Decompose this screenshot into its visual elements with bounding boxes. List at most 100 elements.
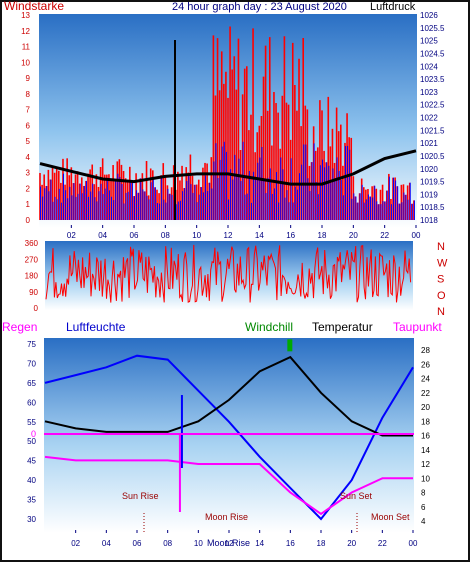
temp-tick-22: 22 (421, 389, 430, 398)
top-x-tick-14: 14 (255, 231, 264, 240)
pressure-tick-1020.5: 1020.5 (420, 152, 445, 161)
bottom-x-tick-00: 00 (409, 539, 418, 548)
temp-tick-20: 20 (421, 403, 430, 412)
wind-pressure-series (39, 26, 417, 220)
bottom-x-tick-16: 16 (286, 539, 295, 548)
wind-tick-7: 7 (26, 106, 31, 115)
pressure-tick-1024.5: 1024.5 (420, 49, 445, 58)
top-x-tick-22: 22 (380, 231, 389, 240)
humidity-tick-40: 40 (27, 476, 36, 485)
wind-tick-2: 2 (26, 184, 31, 193)
moonrise-axis-overlap: Moon Rise (207, 538, 250, 548)
pressure-tick-1018.5: 1018.5 (420, 203, 445, 212)
wind-tick-6: 6 (26, 121, 31, 130)
compass-W: W (437, 257, 448, 269)
wind-direction-series (45, 244, 412, 303)
dewpoint-line (44, 455, 413, 516)
humidity-tick-55: 55 (27, 418, 36, 427)
wind-tick-5: 5 (26, 137, 31, 146)
temp-tick-24: 24 (421, 375, 430, 384)
dir-tick-360: 360 (25, 239, 39, 248)
bottom-x-tick-22: 22 (378, 539, 387, 548)
top-x-tick-18: 18 (318, 231, 327, 240)
bottom-x-tick-04: 04 (102, 539, 111, 548)
top-x-axis-ticks: 02 04 06 08 10 12 14 16 18 20 22 00 (67, 225, 421, 240)
pressure-tick-1022: 1022 (420, 114, 438, 123)
temp-tick-10: 10 (421, 474, 430, 483)
legend-temperatur: Temperatur (312, 320, 373, 334)
bottom-x-tick-20: 20 (347, 539, 356, 548)
top-x-tick-20: 20 (349, 231, 358, 240)
pressure-axis-ticks: 1018 1018.5 1019 1019.5 1020 1020.5 1021 1021.5… (420, 11, 445, 225)
bottom-x-tick-08: 08 (163, 539, 172, 548)
pressure-tick-1018: 1018 (420, 216, 438, 225)
temp-tick-18: 18 (421, 417, 430, 426)
pressure-axis-label: Luftdruck (370, 1, 416, 13)
dir-tick-0: 0 (34, 304, 39, 313)
pressure-tick-1023: 1023 (420, 88, 438, 97)
temperature-humidity-series (44, 339, 414, 521)
pressure-tick-1019.5: 1019.5 (420, 178, 445, 187)
pressure-tick-1025.5: 1025.5 (420, 24, 445, 33)
chart-title: 24 hour graph day : 23 August 2020 (172, 1, 347, 13)
wind-tick-4: 4 (26, 153, 31, 162)
temp-tick-16: 16 (421, 432, 430, 441)
dir-tick-90: 90 (29, 288, 38, 297)
wind-tick-11: 11 (22, 43, 31, 52)
humidity-line (44, 354, 414, 521)
wind-tick-8: 8 (26, 90, 31, 99)
top-x-tick-06: 06 (130, 231, 139, 240)
humidity-tick-60: 60 (27, 398, 36, 407)
humidity-tick-65: 65 (27, 379, 36, 388)
temp-tick-14: 14 (421, 446, 430, 455)
bottom-x-tick-12: 12 (225, 539, 234, 548)
humidity-axis-ticks: 30 35 40 45 50 55 60 65 70 75 (27, 340, 36, 524)
compass-O: O (437, 290, 446, 302)
top-x-tick-02: 02 (67, 231, 76, 240)
rain-zero-tick: 0 (31, 429, 36, 439)
compass-N: N (437, 241, 445, 253)
pressure-tick-1025: 1025 (420, 37, 438, 46)
legend-luftfeuchte: Luftfeuchte (66, 320, 126, 334)
legend-regen: Regen (2, 320, 37, 334)
top-x-tick-16: 16 (286, 231, 295, 240)
moon-rise-label: Moon Rise (205, 512, 248, 522)
windchill-mark (287, 339, 293, 352)
pressure-tick-1019: 1019 (420, 190, 438, 199)
bottom-x-tick-14: 14 (255, 539, 264, 548)
bottom-x-axis-ticks: 02 04 06 08 10 12 14 16 18 20 22 00 (71, 530, 418, 548)
compass-S: S (437, 274, 444, 286)
temperature-line (44, 355, 413, 437)
pressure-tick-1021.5: 1021.5 (420, 126, 445, 135)
wind-tick-12: 12 (21, 27, 30, 36)
temp-tick-6: 6 (421, 503, 426, 512)
top-x-tick-08: 08 (161, 231, 170, 240)
wind-tick-10: 10 (21, 58, 30, 67)
pressure-line (39, 149, 417, 186)
bottom-x-tick-10: 10 (194, 539, 203, 548)
wind-axis-label: Windstarke (4, 0, 64, 13)
wind-tick-1: 1 (26, 200, 31, 209)
temp-tick-28: 28 (421, 346, 430, 355)
dir-tick-270: 270 (25, 255, 39, 264)
top-x-tick-10: 10 (192, 231, 201, 240)
direction-axis-ticks: 0 90 180 270 360 (25, 239, 39, 313)
humidity-tick-50: 50 (27, 437, 36, 446)
compass-N: N (437, 306, 445, 318)
humidity-tick-45: 45 (27, 457, 36, 466)
temp-tick-4: 4 (421, 517, 426, 526)
humidity-tick-35: 35 (27, 496, 36, 505)
sun-rise-label: Sun Rise (122, 491, 159, 501)
legend-windchill: Windchill (245, 320, 293, 334)
humidity-tick-30: 30 (27, 515, 36, 524)
temp-tick-26: 26 (421, 360, 430, 369)
pressure-tick-1021: 1021 (420, 139, 438, 148)
humidity-tick-75: 75 (27, 340, 36, 349)
wind-tick-9: 9 (26, 74, 31, 83)
dir-tick-180: 180 (25, 272, 39, 281)
top-x-tick-12: 12 (224, 231, 233, 240)
